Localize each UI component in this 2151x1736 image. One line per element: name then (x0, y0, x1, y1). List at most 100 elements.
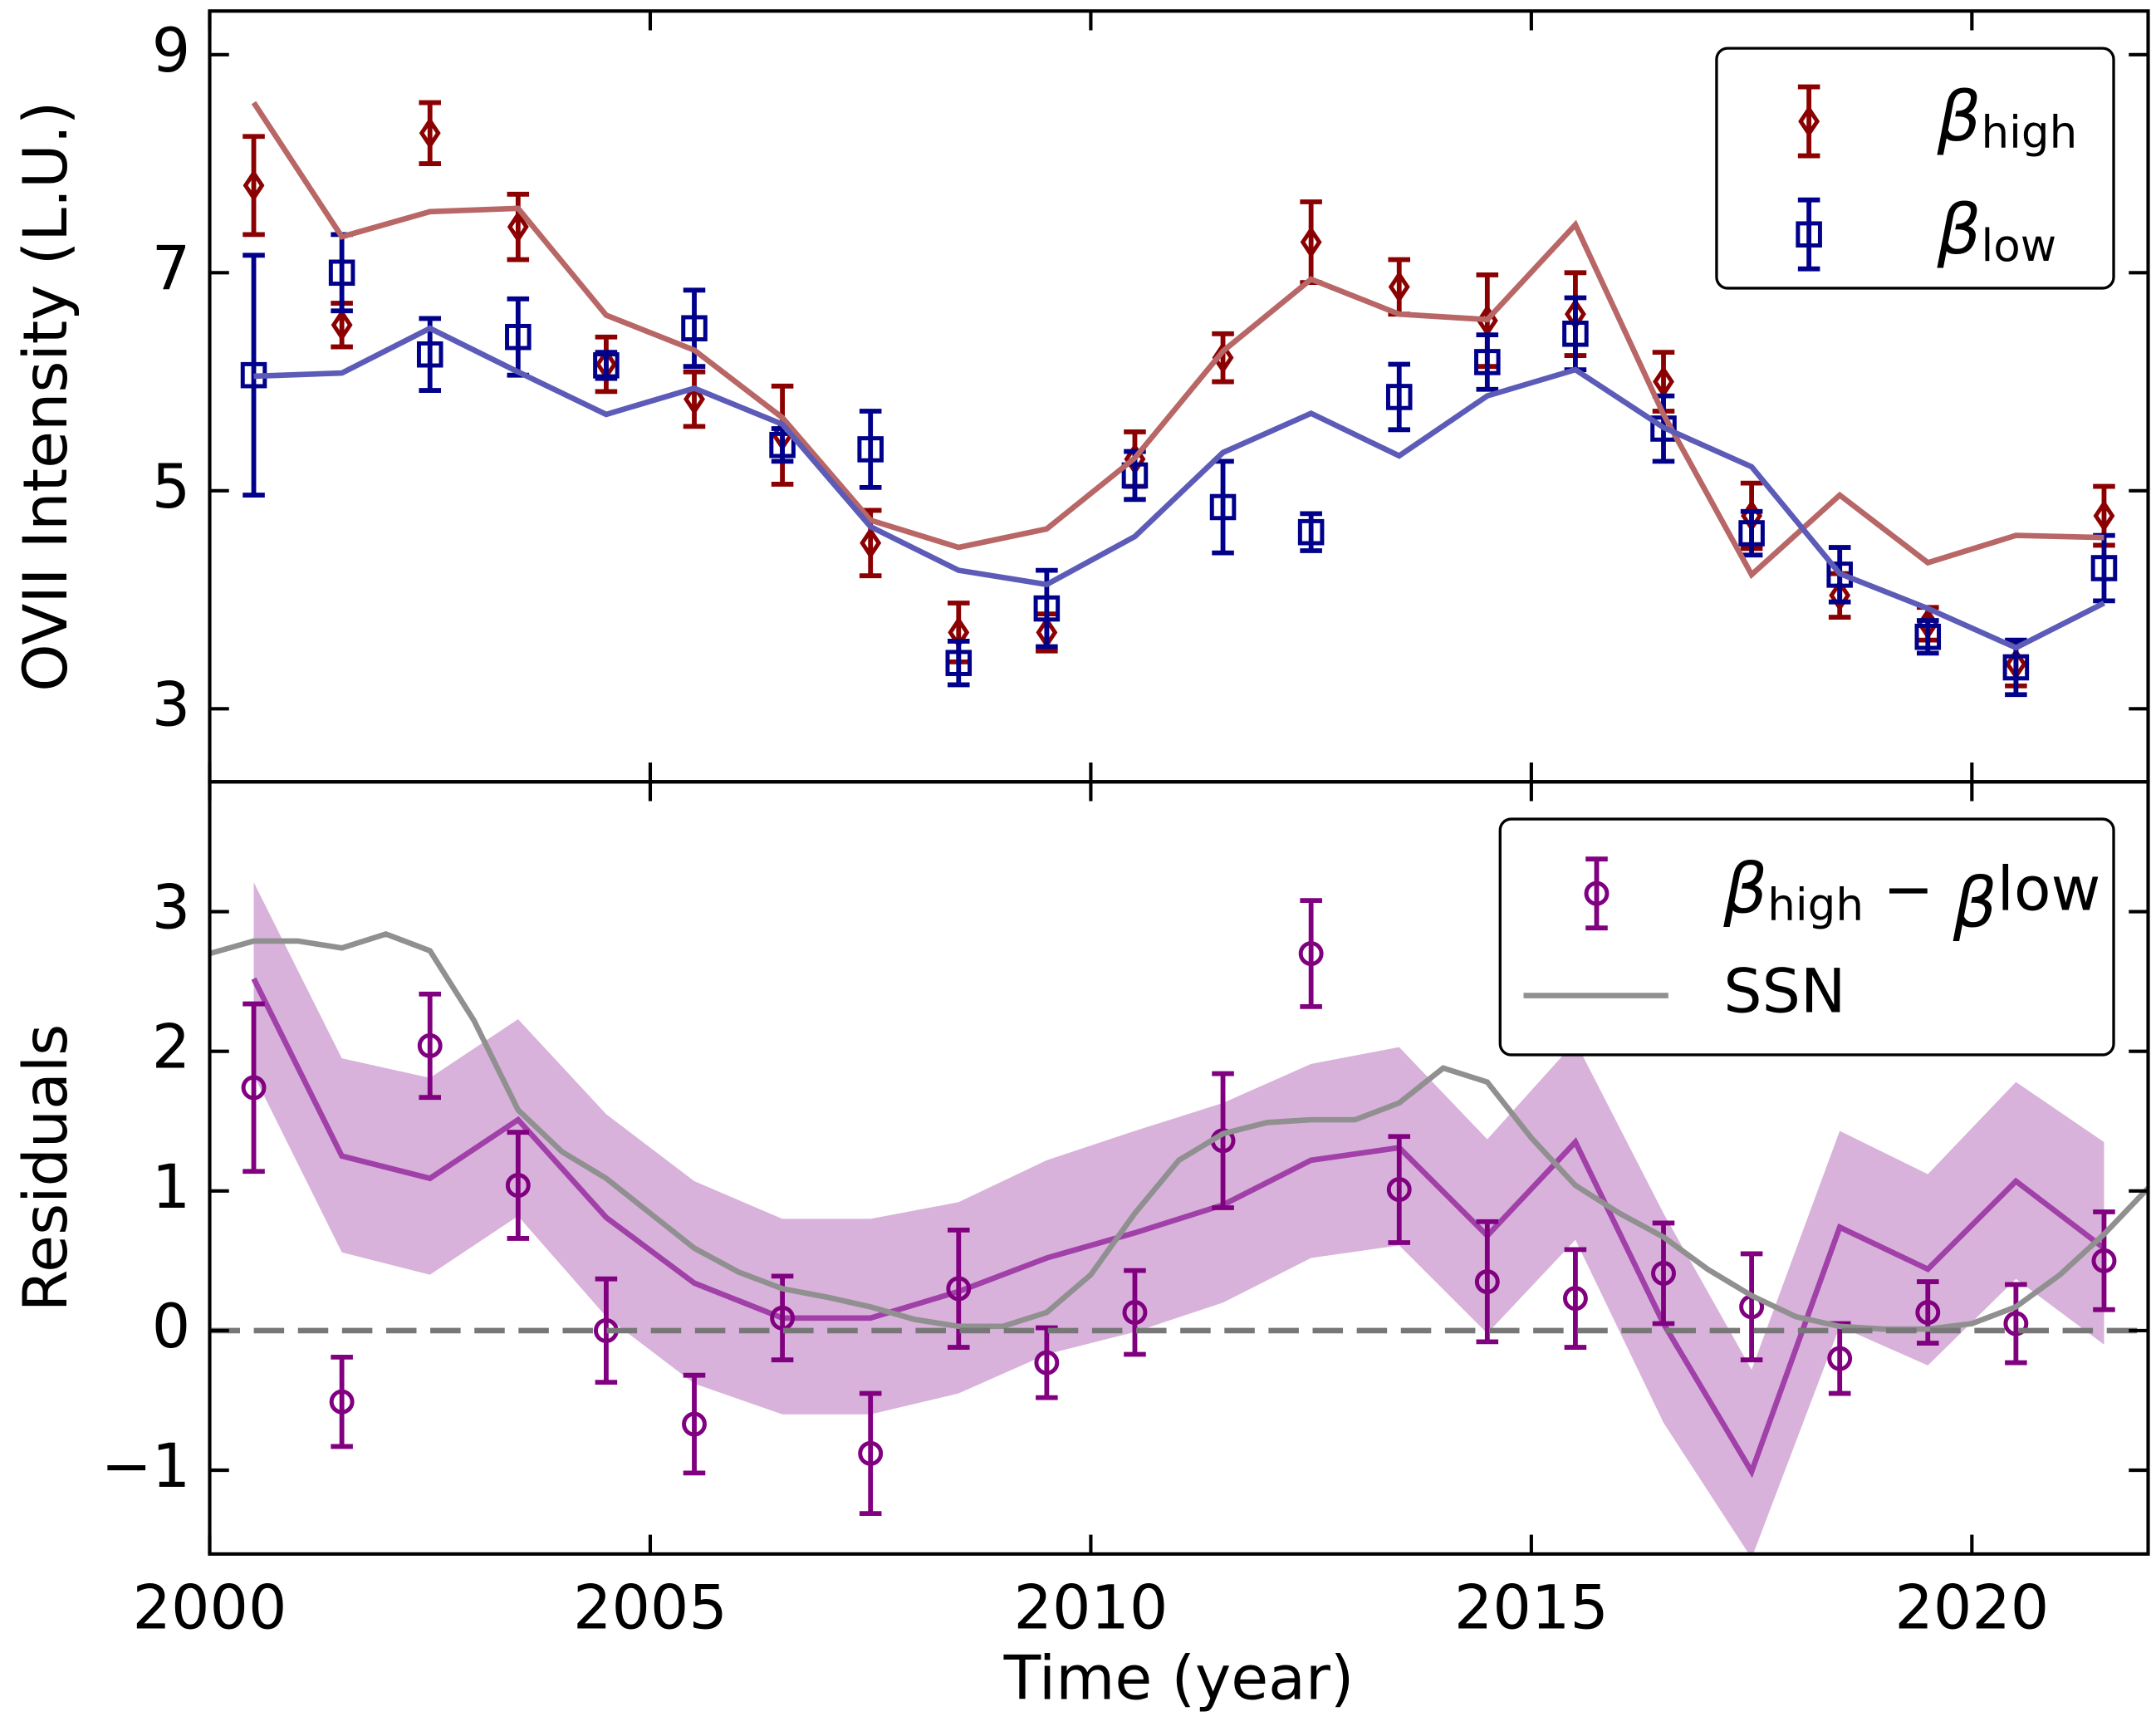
x-tick-label: 2010 (1013, 1573, 1168, 1644)
axes-frame (208, 780, 2150, 1556)
marker (331, 308, 353, 341)
marker (1798, 105, 1820, 138)
error-bar (1388, 1134, 1411, 1245)
marker (682, 1411, 707, 1437)
marker (2093, 499, 2115, 532)
marker (1385, 384, 1413, 410)
error-bar (419, 991, 442, 1101)
error-bar (2005, 1282, 2027, 1366)
marker (1034, 1350, 1060, 1376)
y-tick-label: 5 (152, 452, 190, 522)
marker (329, 1389, 355, 1415)
marker (1297, 518, 1325, 546)
marker (416, 341, 443, 368)
x-tick-label: 2015 (1454, 1573, 1609, 1644)
marker (1829, 579, 1851, 612)
error-bar (1740, 508, 1763, 558)
marker (684, 383, 705, 415)
legend-text: β (1937, 76, 1982, 157)
legend-label: βhigh (1937, 76, 2078, 158)
plot-area (209, 882, 2149, 1554)
marker (417, 1033, 443, 1058)
marker (507, 210, 529, 243)
error-bar (683, 1372, 706, 1476)
marker (2003, 1311, 2029, 1336)
error-bar (243, 134, 265, 238)
error-bar (859, 1390, 882, 1517)
error-bar (1388, 361, 1411, 433)
marker (505, 323, 532, 351)
error-bar (1036, 1325, 1058, 1400)
marker (1826, 562, 1853, 588)
marker (946, 1276, 972, 1302)
legend-error-bar (1797, 84, 1820, 159)
marker (857, 436, 884, 463)
marker (2090, 555, 2118, 581)
legend-subscript: high (1767, 879, 1864, 930)
marker (1386, 1177, 1412, 1203)
marker (1915, 1300, 1941, 1325)
y-axis-label: OVII Intensity (L.U.) (11, 101, 81, 692)
error-bar (1212, 1071, 1234, 1210)
marker (593, 352, 620, 379)
error-bar (1564, 1247, 1587, 1350)
marker (2091, 1248, 2117, 1273)
legend-label: SSN (1723, 957, 1845, 1027)
y-tick-label: 2 (152, 1013, 190, 1083)
y-axis-label: Residuals (11, 1024, 81, 1312)
error-bar (683, 287, 706, 370)
error-bar (595, 1276, 618, 1385)
marker (1300, 226, 1322, 258)
y-tick-label: 7 (152, 233, 190, 304)
error-bar (507, 296, 530, 378)
legend-text: SSN (1723, 957, 1845, 1027)
line (251, 101, 2104, 580)
marker (860, 527, 882, 560)
legend-box (1715, 47, 2115, 290)
marker (243, 169, 265, 202)
marker (1298, 941, 1324, 966)
marker (1474, 1269, 1500, 1295)
marker (1388, 270, 1410, 303)
error-bar (419, 100, 442, 166)
legend-label: βlow (1937, 189, 2057, 271)
marker (328, 259, 355, 287)
marker (1562, 1286, 1588, 1312)
y-tick-label: 3 (152, 873, 190, 944)
marker (1122, 1300, 1148, 1325)
legend-error-bar (1797, 197, 1820, 272)
x-tick-label: 2005 (573, 1573, 728, 1644)
legend-subscript: low (1982, 219, 2057, 271)
marker (769, 431, 796, 459)
marker (1474, 349, 1501, 375)
x-axis-label: Time (year) (1003, 1643, 1355, 1714)
x-tick-label: 2000 (133, 1573, 287, 1644)
marker (1796, 221, 1822, 248)
legend-text: − (1864, 855, 1953, 925)
error-bar (507, 191, 530, 262)
marker (1914, 623, 1942, 650)
legend-subscript: high (1982, 106, 2078, 158)
marker (1562, 321, 1589, 347)
error-bar (1124, 1268, 1146, 1357)
legend-label: βhigh − βlow (1722, 849, 2100, 944)
error-bar (331, 1354, 353, 1449)
marker (945, 650, 973, 676)
legend-text: β (1722, 849, 1767, 929)
marker (858, 1440, 884, 1466)
y-tick-label: 9 (152, 16, 190, 86)
error-bar (1300, 898, 1322, 1009)
marker (1121, 462, 1149, 489)
y-tick-label: 3 (152, 669, 190, 740)
legend-text: β (1937, 189, 1982, 270)
line (253, 325, 2105, 651)
line (209, 930, 2149, 1332)
y-tick-label: 1 (152, 1152, 190, 1223)
error-bar (243, 1001, 265, 1174)
marker (1209, 493, 1237, 521)
error-bar (683, 369, 706, 429)
marker (241, 1075, 267, 1101)
error-bar (1476, 1219, 1499, 1345)
